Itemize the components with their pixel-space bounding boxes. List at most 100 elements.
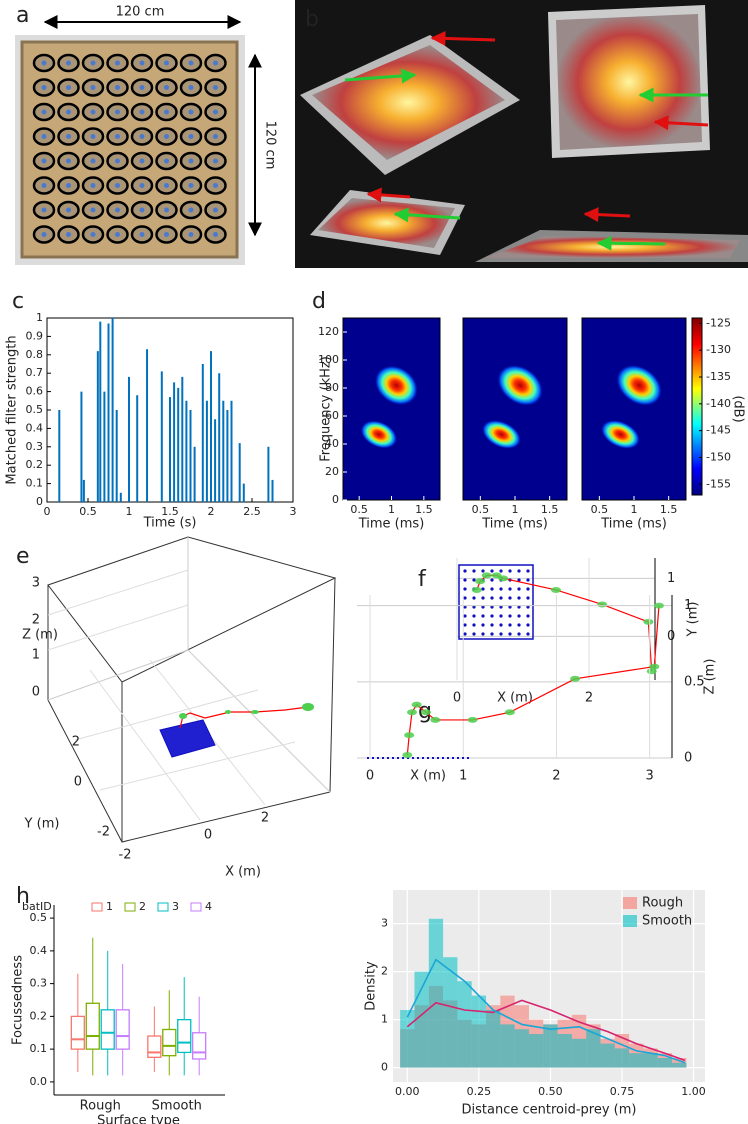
trajectory	[476, 574, 653, 672]
y-tick-label: 0.5	[26, 403, 44, 416]
bat-position	[402, 751, 413, 758]
histogram-bar	[543, 1024, 558, 1068]
hole-center	[164, 158, 169, 164]
arena-dot	[508, 596, 512, 600]
x-axis-label: Surface type	[97, 1114, 180, 1124]
arena-dot	[526, 587, 530, 591]
x-tick-label: 0.5	[472, 503, 490, 516]
legend-key	[623, 915, 637, 927]
spectrogram	[462, 317, 568, 501]
arena-dot	[490, 605, 494, 609]
x-tick-label: 0	[44, 505, 51, 518]
y-tick-label: 2	[72, 735, 80, 750]
density-curve	[406, 999, 686, 1062]
hole-center	[66, 232, 71, 237]
x-axis-label: X (m)	[410, 769, 446, 784]
legend-label: Rough	[642, 896, 683, 911]
histogram-bar	[657, 1058, 673, 1068]
y-tick-label: 0.5	[684, 674, 705, 689]
arena-dot	[517, 623, 521, 627]
x-tick-label: 1.5	[161, 505, 179, 518]
hole-center	[139, 85, 145, 90]
x-tick-label: -2	[119, 848, 132, 863]
legend-label: 1	[106, 900, 113, 913]
z-tick-label: 0	[32, 685, 40, 700]
arena-dot	[499, 569, 503, 573]
histogram-bar	[643, 1053, 658, 1068]
hole-center	[213, 109, 218, 115]
bat-position	[649, 663, 660, 670]
arena-dot	[499, 605, 503, 609]
y-tick-label: 0	[381, 1061, 388, 1074]
arena-dot	[517, 569, 521, 573]
histogram-bar	[528, 1034, 544, 1068]
y-tick-label: 0	[684, 751, 692, 766]
x-axis-label: X (m)	[497, 691, 533, 706]
arena-dot	[472, 605, 476, 609]
z-tick-label: 2	[32, 613, 40, 628]
x-tick-label: 0.75	[610, 1085, 635, 1098]
box	[100, 1009, 115, 1050]
hole-center	[90, 60, 96, 66]
hole-center	[66, 158, 71, 164]
histogram-bar	[614, 1048, 630, 1068]
hole-center	[41, 134, 47, 139]
echo-blob	[600, 419, 641, 449]
arena-dot	[499, 623, 503, 627]
arena-dot	[517, 605, 521, 609]
histogram-bar	[557, 1034, 572, 1068]
arena-dot	[490, 569, 494, 573]
arena-dot	[463, 605, 467, 609]
panel-label: a	[16, 3, 29, 28]
arena-dot	[463, 623, 467, 627]
x-tick-label: 1	[126, 505, 133, 518]
arena-dot	[463, 578, 467, 582]
hole-center	[66, 183, 71, 188]
colorbar	[691, 317, 703, 496]
hole-center	[164, 207, 169, 213]
panel-label: e	[16, 544, 30, 569]
arena-dot	[517, 614, 521, 618]
y-axis-label: Frequency (kHz)	[319, 356, 334, 462]
bat-position	[467, 716, 478, 723]
arena-dot	[499, 596, 503, 600]
hole-center	[115, 60, 120, 66]
hole-center	[66, 85, 71, 90]
arena-dot	[508, 614, 512, 618]
hole-center	[164, 232, 169, 237]
arena-dot	[499, 614, 503, 618]
histogram-bar	[486, 1010, 501, 1068]
box	[70, 1015, 85, 1050]
arena-dot	[463, 614, 467, 618]
arena-dot	[472, 578, 476, 582]
hole-center	[188, 158, 194, 164]
arena-dot	[526, 569, 530, 573]
colorbar-tick-label: -150	[706, 450, 731, 463]
x-tick-label: 0	[366, 769, 374, 784]
x-tick-label: 0.00	[395, 1085, 420, 1098]
arena-dot	[481, 623, 485, 627]
hole-center	[115, 207, 120, 213]
arena-dot	[517, 587, 521, 591]
y-tick-label: 0.5	[30, 911, 48, 924]
arena	[458, 564, 534, 640]
arena-dot	[490, 596, 494, 600]
hole-center	[115, 158, 120, 164]
arena-dot	[508, 587, 512, 591]
colorbar-tick-label: -140	[706, 397, 731, 410]
x-tick-label: 2	[585, 691, 593, 706]
histogram-bar	[457, 981, 472, 1068]
bat-position	[597, 601, 608, 608]
z-tick-label: 1	[32, 648, 40, 663]
y-tick-label: -2	[97, 825, 110, 840]
x-tick-label: 3	[645, 769, 653, 784]
echo-blob	[497, 364, 544, 407]
x-axis-label: Time (ms)	[358, 517, 425, 532]
x-tick-label: 1	[459, 769, 467, 784]
bat-position	[570, 675, 581, 682]
arena-dot	[472, 596, 476, 600]
y-tick-label: 0.1	[26, 477, 44, 490]
hole-center	[213, 232, 218, 237]
x-tick-label: 1	[512, 503, 519, 516]
y-axis-label: Y (m)	[686, 602, 701, 638]
